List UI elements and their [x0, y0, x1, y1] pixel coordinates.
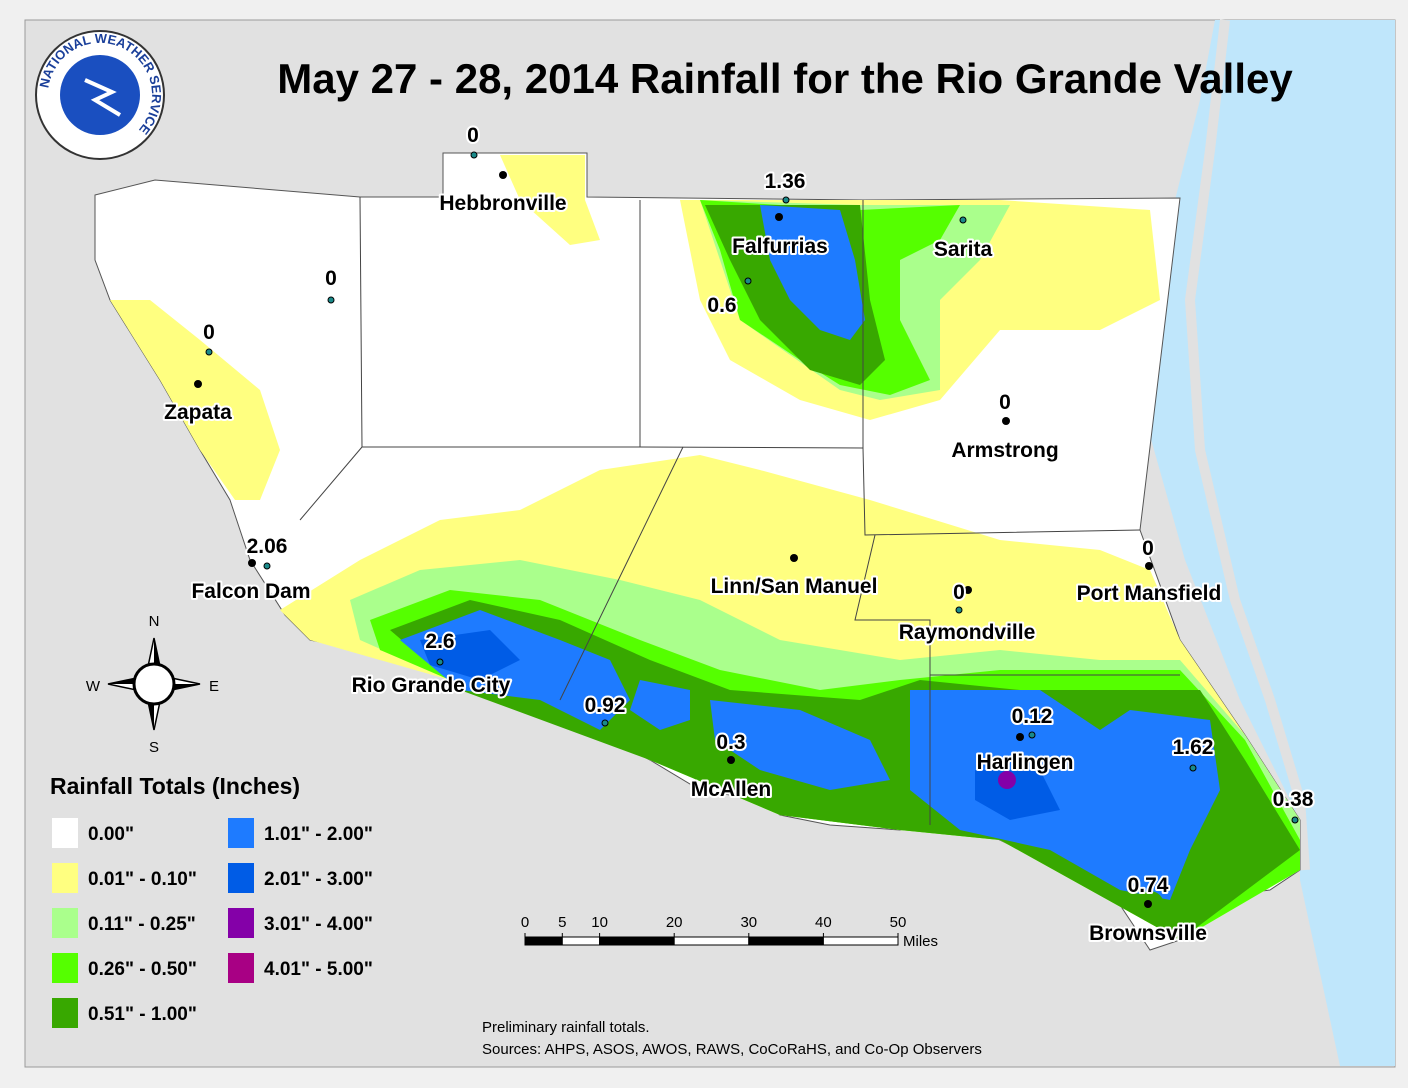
- legend-swatch: [52, 953, 78, 983]
- legend-title: Rainfall Totals (Inches): [50, 773, 300, 799]
- county-lines: [299, 196, 1180, 825]
- place-label: Falfurrias: [732, 235, 828, 258]
- legend-swatch: [52, 908, 78, 938]
- scale-segment: [599, 936, 675, 946]
- scale-label: 30: [740, 914, 757, 931]
- rainfall-total: 2.6: [425, 630, 454, 653]
- scale-segment: [822, 936, 899, 946]
- stations: [194, 151, 1299, 908]
- place-labels: Hebbronville Falfurrias Sarita Zapata Ar…: [162, 190, 1223, 947]
- rainfall-total: 0: [467, 124, 479, 147]
- rainfall-total: 0: [1142, 537, 1154, 560]
- place-label: Brownsville: [1089, 922, 1207, 945]
- rainfall-total: 2.06: [247, 535, 288, 558]
- rainfall-total: 1.62: [1173, 736, 1214, 759]
- gulf: [1140, 20, 1395, 1066]
- place-label: Zapata: [164, 401, 232, 424]
- compass-label: N: [149, 613, 160, 630]
- legend-swatch: [228, 908, 254, 938]
- compass-label: S: [149, 739, 159, 756]
- legend: 0.00" 0.01" - 0.10" 0.11" - 0.25" 0.26" - 0…: [52, 818, 373, 1028]
- rainfall-total: 0.3: [716, 731, 745, 754]
- legend-label: 1.01" - 2.00": [264, 824, 373, 845]
- barrier-island: [1184, 19, 1310, 871]
- rainfall-shading: [100, 155, 1300, 940]
- scale-unit: Miles: [903, 933, 938, 950]
- compass-label: W: [86, 678, 101, 695]
- place-label: Port Mansfield: [1077, 582, 1222, 605]
- legend-label: 3.01" - 4.00": [264, 914, 373, 935]
- note: Sources: AHPS, ASOS, AWOS, RAWS, CoCoRaH…: [482, 1041, 982, 1058]
- rainfall-total: 0.92: [585, 694, 626, 717]
- legend-label: 0.00": [88, 824, 134, 845]
- legend-swatch: [228, 818, 254, 848]
- scale-segment: [748, 936, 824, 946]
- scale-bar: 0 5 10 20 30 40 50 Miles: [521, 914, 938, 950]
- scale-label: 10: [591, 914, 608, 931]
- scale-segment: [561, 936, 601, 946]
- rainfall-total: 0.74: [1128, 874, 1169, 897]
- place-label: Raymondville: [899, 621, 1036, 644]
- legend-swatch: [52, 818, 78, 848]
- scale-segment: [673, 936, 750, 946]
- rainfall-total: 1.36: [765, 170, 806, 193]
- title: May 27 - 28, 2014 Rainfall for the Rio G…: [277, 55, 1293, 102]
- legend-label: 0.01" - 0.10": [88, 869, 197, 890]
- legend-swatch: [228, 953, 254, 983]
- rainfall-total: 0: [999, 391, 1011, 414]
- scale-label: 50: [890, 914, 907, 931]
- scale-label: 20: [666, 914, 683, 931]
- legend-swatch: [52, 998, 78, 1028]
- scale-segment: [524, 936, 563, 946]
- legend-label: 2.01" - 3.00": [264, 869, 373, 890]
- legend-label: 0.11" - 0.25": [88, 914, 196, 935]
- place-label: Armstrong: [951, 439, 1058, 462]
- compass: N E S W: [86, 613, 219, 756]
- scale-label: 0: [521, 914, 529, 931]
- rainfall-total: 0: [203, 321, 215, 344]
- note: Preliminary rainfall totals.: [482, 1019, 650, 1036]
- logo: NATIONAL WEATHER SERVICE: [35, 30, 165, 160]
- place-label: Rio Grande City: [352, 674, 511, 697]
- scale-label: 40: [815, 914, 832, 931]
- rainfall-total: 0.38: [1273, 788, 1314, 811]
- rainfall-total: 0.12: [1012, 705, 1053, 728]
- rainfall-totals: 0 1.36 0 0 0.6 0 2.06 0 0 2.6 0.92 0.3 0…: [201, 122, 1316, 899]
- place-label: Linn/San Manuel: [711, 575, 878, 598]
- legend-swatch: [52, 863, 78, 893]
- legend-label: 0.51" - 1.00": [88, 1004, 197, 1025]
- legend-label: 0.26" - 0.50": [88, 959, 197, 980]
- rainfall-total: 0: [325, 267, 337, 290]
- place-label: Falcon Dam: [191, 580, 310, 603]
- legend-swatch: [228, 863, 254, 893]
- place-label: McAllen: [691, 778, 772, 801]
- scale-label: 5: [558, 914, 566, 931]
- legend-label: 4.01" - 5.00": [264, 959, 373, 980]
- place-label: Hebbronville: [439, 192, 566, 215]
- rainfall-total: 0: [953, 581, 965, 604]
- place-label: Sarita: [934, 238, 993, 261]
- rainfall-total: 0.6: [707, 294, 736, 317]
- compass-label: E: [209, 678, 219, 695]
- place-label: Harlingen: [977, 751, 1074, 774]
